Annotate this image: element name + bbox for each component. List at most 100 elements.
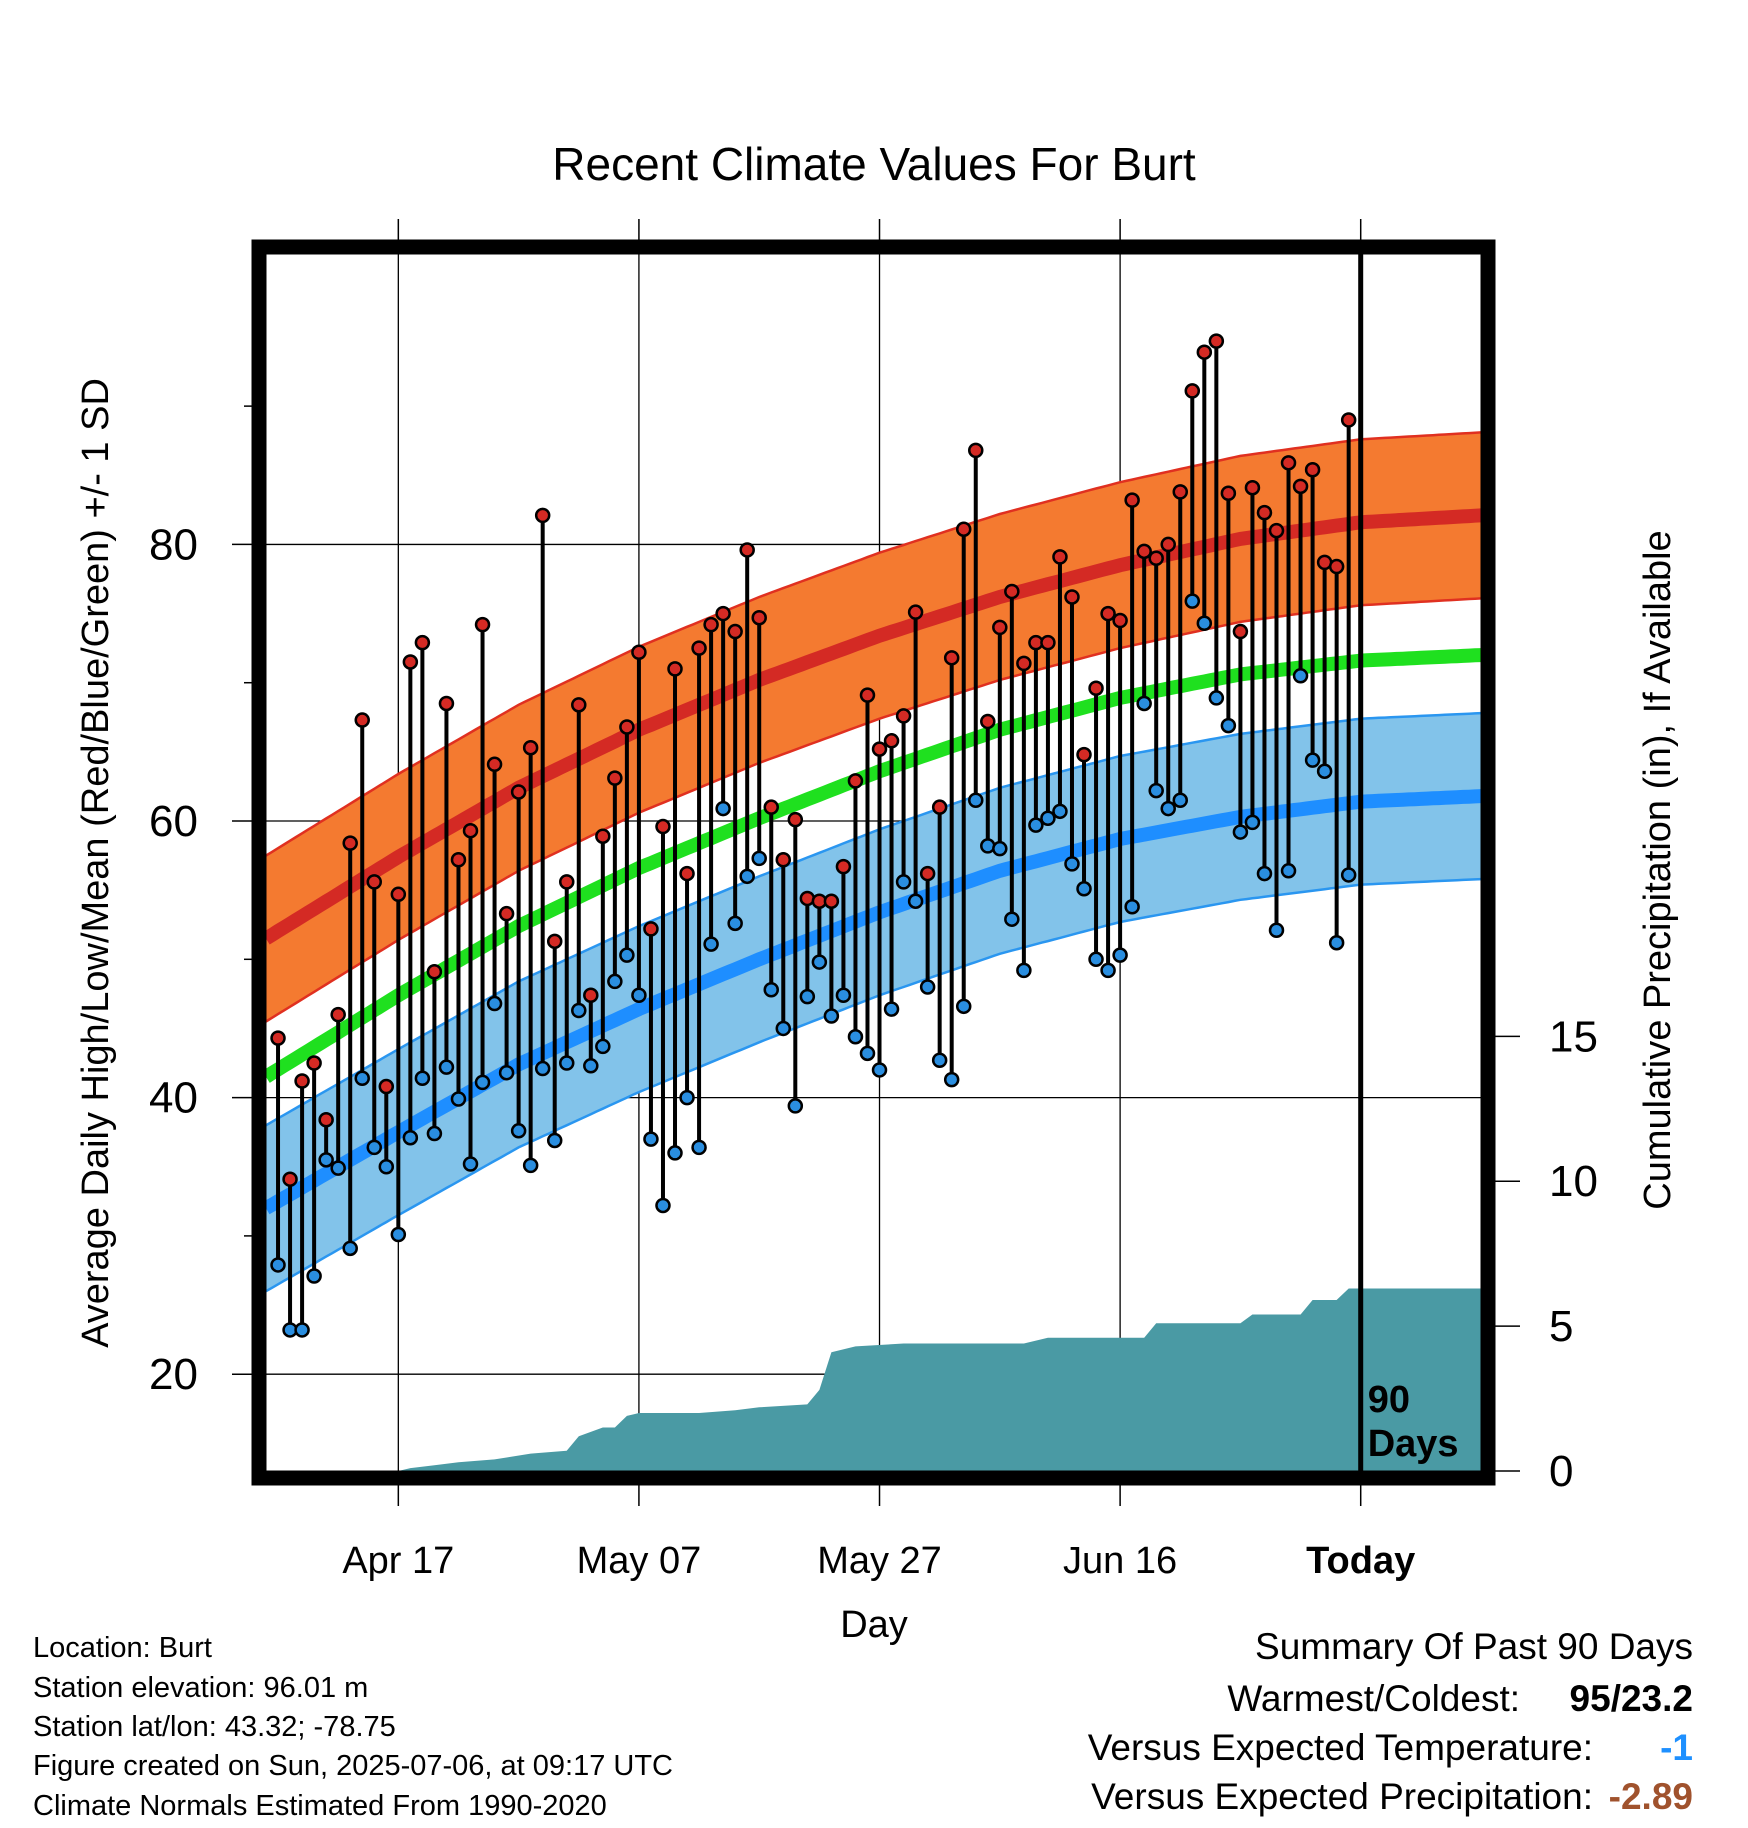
daily-high-point-11	[402, 654, 419, 670]
daily-high-point-75	[1172, 484, 1189, 500]
daily-low-point-25	[571, 1002, 587, 1019]
info-latlon: Station lat/lon: 43.32; -78.75	[33, 1711, 396, 1743]
daily-high-point-31	[643, 921, 659, 937]
daily-high-point-52	[895, 708, 912, 724]
daily-low-point-24	[558, 1055, 575, 1071]
chart-title: Recent Climate Values For Burt	[552, 138, 1196, 190]
x-axis-label: Day	[840, 1604, 908, 1646]
x-tick-label-0: Apr 17	[342, 1540, 454, 1582]
daily-high-point-23	[546, 933, 563, 950]
daily-high-point-34	[679, 865, 695, 882]
daily-high-point-32	[655, 818, 671, 835]
daily-high-point-89	[1340, 412, 1357, 428]
daily-low-point-7	[354, 1070, 370, 1086]
daily-low-point-22	[534, 1060, 551, 1077]
precip-cumulative-area	[266, 1288, 1481, 1471]
info-location: Location: Burt	[33, 1632, 212, 1664]
daily-high-point-72	[1136, 543, 1152, 560]
info-elevation: Station elevation: 96.01 m	[33, 1672, 369, 1704]
daily-low-point-11	[402, 1129, 419, 1146]
daily-low-point-43	[787, 1098, 804, 1114]
x-tick-label-4: Today	[1306, 1540, 1415, 1582]
daily-low-point-16	[462, 1156, 479, 1172]
y-tick-label-right-1: 5	[1549, 1302, 1573, 1351]
daily-high-point-20	[510, 784, 527, 800]
daily-low-point-78	[1208, 690, 1225, 706]
normal-high-band-upper-edge	[266, 431, 1481, 857]
daily-high-point-13	[426, 964, 443, 980]
summary-temp-value: -1	[1660, 1727, 1693, 1768]
daily-low-point-3	[306, 1268, 322, 1284]
precipitation-area	[266, 1288, 1481, 1471]
daily-low-point-55	[931, 1052, 948, 1069]
daily-low-point-76	[1184, 593, 1201, 609]
daily-high-point-88	[1328, 558, 1345, 575]
daily-high-point-62	[1016, 655, 1032, 672]
daily-high-point-10	[390, 886, 407, 903]
axes: Apr 17 May 07 May 27 Jun 16 Today 20 40 60 80 0 5 1…	[149, 219, 1598, 1582]
daily-high-point-29	[619, 719, 635, 735]
normal-low-band-lower-edge	[266, 877, 1481, 1293]
daily-low-point-41	[763, 981, 779, 998]
daily-high-point-64	[1040, 634, 1056, 651]
summary-precip-value: -2.89	[1608, 1776, 1693, 1817]
daily-low-point-9	[378, 1159, 395, 1175]
y-tick-label-left-3: 80	[149, 520, 198, 569]
summary-warmest-coldest-label: Warmest/Coldest:	[1227, 1678, 1520, 1719]
summary-title: Summary Of Past 90 Days	[1255, 1626, 1693, 1667]
daily-low-point-35	[691, 1139, 707, 1156]
x-tick-label-2: May 27	[817, 1540, 942, 1582]
normal-mean-line	[266, 648, 1481, 1083]
daily-high-point-22	[534, 507, 551, 524]
daily-high-point-24	[558, 874, 575, 890]
daily-low-point-67	[1076, 881, 1092, 897]
plot-frame	[251, 239, 1496, 1486]
info-normals: Climate Normals Estimated From 1990-2020	[33, 1790, 607, 1822]
daily-high-point-66	[1064, 589, 1080, 605]
daily-low-point-71	[1124, 899, 1140, 915]
daily-high-point-80	[1232, 623, 1249, 640]
daily-low-point-8	[366, 1139, 383, 1156]
daily-high-point-21	[522, 739, 539, 756]
today-days-label: 90 Days	[1368, 1379, 1459, 1465]
daily-high-point-57	[955, 521, 972, 537]
daily-high-point-83	[1268, 522, 1285, 539]
daily-high-point-46	[823, 893, 840, 909]
daily-high-point-5	[330, 1006, 346, 1023]
plot-area	[266, 254, 1481, 1471]
daily-high-point-18	[486, 756, 503, 773]
daily-low-point-42	[775, 1020, 792, 1037]
daily-high-point-9	[378, 1078, 395, 1095]
daily-high-point-82	[1256, 504, 1273, 521]
daily-high-point-17	[474, 616, 491, 633]
daily-low-point-57	[955, 998, 972, 1015]
daily-high-point-39	[739, 542, 755, 558]
daily-low-point-33	[667, 1145, 683, 1161]
daily-low-point-47	[835, 987, 852, 1004]
daily-low-point-80	[1232, 824, 1249, 840]
summary-warmest-coldest-value: 95/23.2	[1569, 1678, 1693, 1719]
y-tick-label-left-2: 60	[149, 797, 198, 846]
daily-low-point-2	[294, 1322, 310, 1338]
daily-high-point-51	[883, 733, 900, 749]
daily-high-point-0	[270, 1030, 286, 1046]
daily-low-point-38	[727, 915, 743, 932]
daily-high-point-49	[859, 687, 876, 703]
daily-high-point-36	[703, 616, 719, 633]
y-axis-left-label: Average Daily High/Low/Mean (Red/Blue/Gr…	[75, 378, 117, 1348]
daily-low-point-56	[943, 1071, 960, 1088]
daily-low-point-63	[1028, 817, 1044, 833]
daily-low-point-89	[1340, 867, 1357, 883]
daily-high-point-15	[450, 851, 467, 868]
daily-low-point-52	[895, 874, 912, 890]
daily-high-point-69	[1100, 605, 1116, 622]
daily-high-point-53	[907, 604, 924, 620]
daily-high-point-30	[631, 644, 647, 661]
daily-low-point-44	[799, 988, 816, 1005]
daily-low-point-21	[522, 1157, 539, 1174]
y-tick-label-right-0: 0	[1549, 1447, 1573, 1496]
daily-high-point-61	[1004, 583, 1020, 600]
daily-high-point-77	[1196, 344, 1213, 360]
daily-high-point-67	[1076, 746, 1092, 763]
